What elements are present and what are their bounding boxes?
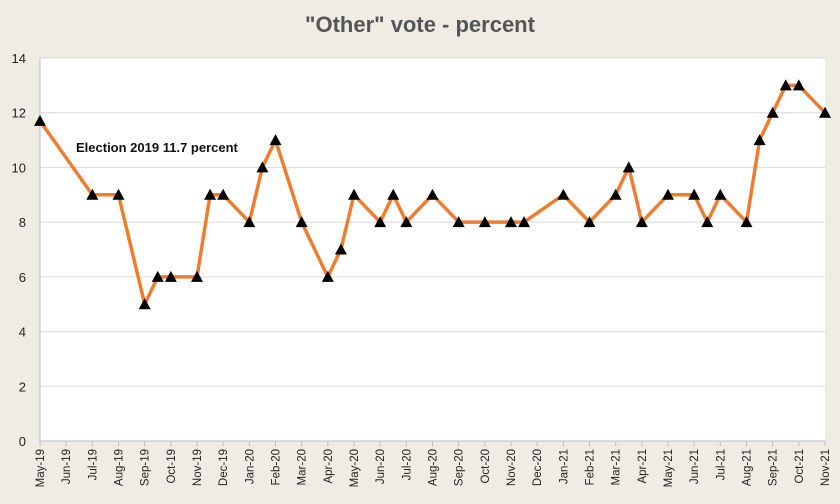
markers [34,79,831,310]
x-tick-label: Nov-20 [506,449,518,486]
data-point-marker [505,216,517,228]
y-tick-label: 10 [12,160,26,175]
x-tick-label: Mar-20 [297,449,309,485]
data-point-marker [478,216,491,228]
data-point-marker [86,188,99,200]
x-tick-label: Apr-20 [323,449,335,484]
x-tick-label: May-21 [663,449,675,487]
x-tick-label: Jun-21 [689,449,701,484]
x-tick-label: Jan-20 [244,449,256,484]
data-point-marker [701,216,714,228]
data-point-marker [151,270,164,282]
data-point-marker [256,161,269,173]
x-tick-label: Aug-19 [114,449,126,486]
data-point-marker [164,270,177,282]
data-point-marker [583,216,596,228]
data-point-marker [609,188,622,200]
annotation-election-2019: Election 2019 11.7 percent [76,140,239,155]
x-tick-label: Jul-21 [715,449,727,480]
data-point-marker [766,106,779,118]
x-tick-label: Feb-20 [271,449,283,485]
x-tick-label: Sep-20 [454,449,466,486]
y-tick-label: 2 [19,379,26,394]
x-tick-label: Oct-21 [794,449,806,484]
data-point-marker [348,188,360,200]
x-tick-label: Dec-20 [532,449,544,486]
data-point-marker [112,188,125,200]
chart-title: "Other" vote - percent [305,12,535,37]
data-point-marker [269,134,282,146]
data-point-marker [243,216,256,228]
x-tick-label: Oct-19 [166,449,178,484]
x-tick-label: Nov-19 [192,449,204,486]
data-point-marker [714,188,727,200]
x-tick-label: Feb-21 [585,449,597,485]
y-tick-label: 12 [12,106,26,121]
x-tick-label: Sep-19 [140,449,152,486]
x-tick-label: Aug-20 [428,449,440,486]
data-point-marker [635,216,648,228]
y-tick-label: 14 [12,51,26,66]
data-point-marker [557,188,570,200]
data-point-marker [217,188,230,200]
x-tick-label: Oct-20 [480,449,492,484]
data-point-marker [740,216,753,228]
x-tick-label: Sep-21 [768,449,780,486]
x-tick-label: Jun-19 [61,449,73,484]
data-point-marker [452,216,465,228]
data-point-marker [662,188,674,200]
x-tick-label: Jul-20 [401,449,413,480]
x-tick-label: Apr-21 [637,449,649,484]
data-point-marker [400,216,413,228]
data-point-marker [792,79,805,91]
data-point-marker [34,114,46,126]
data-point-marker [374,216,387,228]
y-tick-label: 4 [19,325,26,340]
x-tick-label: Nov-21 [820,449,832,486]
x-tick-label: May-20 [349,449,361,487]
x-tick-label: Aug-21 [742,449,754,486]
data-point-marker [779,79,792,91]
data-point-marker [622,161,635,173]
data-point-marker [334,243,347,255]
x-tick-label: Jul-19 [87,449,99,480]
data-point-marker [819,106,831,118]
y-tick-label: 6 [19,270,26,285]
data-point-marker [518,216,531,228]
tick-labels: 0 2 4 6 8 10 12 14 May-19 Jun-19 Jul-19 Aug-19 Sep-1… [12,51,832,487]
y-tick-label: 8 [19,215,26,230]
data-point-marker [688,188,701,200]
y-tick-label: 0 [19,434,26,449]
x-tick-label: Jun-20 [375,449,387,484]
x-tick-label: Mar-21 [611,449,623,485]
x-tick-label: Dec-19 [218,449,230,486]
data-point-marker [321,270,334,282]
data-point-marker [204,188,217,200]
data-point-marker [138,298,151,310]
data-point-marker [753,134,766,146]
plot-area [40,58,825,441]
data-point-marker [426,188,439,200]
data-point-marker [191,270,203,282]
x-tick-label: May-19 [35,449,47,487]
x-tick-label: Jan-21 [558,449,570,484]
data-point-marker [387,188,400,200]
data-point-marker [295,216,308,228]
